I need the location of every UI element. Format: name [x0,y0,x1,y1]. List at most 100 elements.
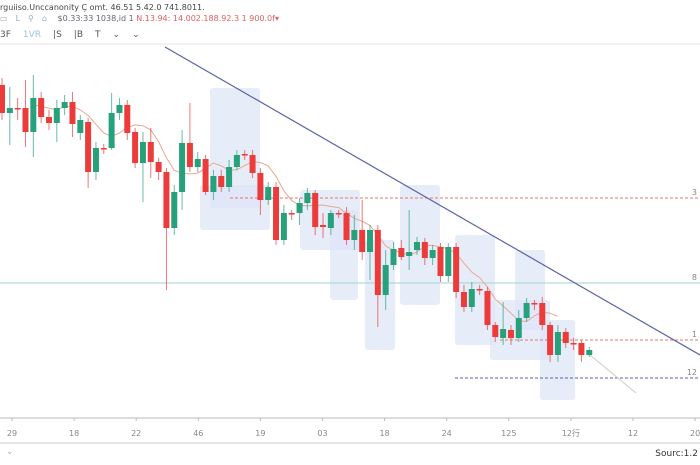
candle-body [218,176,225,187]
x-tick-label: 125 [501,429,516,438]
chevron-down-icon[interactable]: ⌄ [132,30,140,40]
candle-body [390,249,397,265]
chevron-down-icon[interactable]: ⌄ [112,30,121,40]
candle-body [374,230,381,295]
candle-body [586,350,593,355]
candle-body [547,325,554,355]
candle-body [280,213,287,240]
x-tick-label: 22 [131,429,141,438]
candle-body [233,155,240,167]
alert-icon[interactable]: ⚲ [28,14,34,23]
level-label: 1 [692,330,697,339]
candle-body [139,142,146,163]
candle-body [312,193,319,227]
candle-body [453,247,460,292]
level-label: 12 [687,368,697,377]
change-text: N.13.94: 14.002.188.92.3 1 900.0f▾ [136,14,279,23]
trend-line [164,46,700,356]
candle-body [429,250,436,258]
candle-body [578,343,585,355]
candle-body [210,176,217,192]
toolbar-item-1vr[interactable]: 1VR [22,30,42,40]
candle-body [335,213,342,215]
toolbar: 3F 1VR |S |B T ⌄ ⌄ [0,30,140,40]
candle-body [554,332,561,355]
cloud-zone [330,210,358,300]
candle-body [155,162,162,172]
candle-body [241,154,248,156]
toolbar-item-3f[interactable]: 3F [0,30,11,40]
candle-body [492,325,499,337]
price-text: $0.33:33 1038,id 1 [57,14,134,23]
candle-body [61,102,68,108]
source-label: Sourc:1.2 [655,449,698,459]
candle-body [523,303,530,318]
price-info-row: ▭ L ⚲ ⌂ $0.33:33 1038,id 1 N.13.94: 14.002.… [0,14,279,23]
candle-body [30,98,37,132]
candle-body [69,102,76,124]
candle-body [343,213,350,240]
chevron-down-icon[interactable]: ⌄ [6,447,14,457]
toolbar-item-b[interactable]: |B [73,30,84,40]
candle-body [351,230,358,240]
cloud-zone [400,185,440,305]
candle-body [327,213,334,228]
x-tick-label: 18 [380,429,390,438]
candle-body [132,132,139,163]
candle-body [421,242,428,258]
candle-body [304,193,311,203]
x-tick-label: 24 [442,429,452,438]
candle-body [85,122,92,172]
toolbar-item-text[interactable]: T [95,30,101,40]
candle-body [515,318,522,338]
candle-body [359,230,366,252]
candle-body [22,108,29,132]
candle-body [179,143,186,192]
x-tick-label: 29 [7,429,17,438]
candle-body [460,292,467,307]
candle-body [124,105,131,133]
projection-line [589,354,637,394]
candle-body [194,159,201,167]
candle-body [296,203,303,213]
candle-body [500,329,507,338]
candle-body [570,343,577,345]
candle-body [413,242,420,250]
x-tick-label: 19 [255,429,265,438]
candle-body [531,303,538,305]
level-label: 8 [692,273,697,282]
candle-body [398,248,405,257]
candle-body [257,173,264,200]
candle-body [445,247,452,276]
candle-body [202,159,209,192]
candle-body [562,332,569,343]
candle-body [14,108,21,110]
candle-body [171,192,178,228]
x-tick-label: 03 [317,429,327,438]
candle-body [273,187,280,240]
candle-body [484,291,491,325]
candle-body [226,167,233,187]
candle-body [367,230,374,252]
candle-body [186,143,193,167]
chart-icon[interactable]: ▭ [0,14,8,23]
candle-body [92,148,99,172]
candlestick-chart[interactable]: 3 8 1 12 29 18 22 46 19 03 18 24 125 12行 12 20 [0,0,700,445]
candle-body [163,172,170,228]
level-label: 3 [692,188,697,197]
candle-body [476,289,483,291]
candle-body [116,105,123,113]
candle-body [437,247,444,276]
candle-body [6,108,13,113]
share-icon[interactable]: L [15,14,21,23]
toolbar-item-s[interactable]: |S [53,30,62,40]
candle-body [108,113,115,148]
cloud-zones [200,88,575,400]
cloud-zone [200,185,270,230]
candle-body [249,155,256,173]
candle-body [45,117,52,123]
candle-body [53,108,60,123]
x-tick-label: 20 [690,429,700,438]
candle-body [406,252,413,256]
indicator-icon[interactable]: ⌂ [41,14,47,23]
